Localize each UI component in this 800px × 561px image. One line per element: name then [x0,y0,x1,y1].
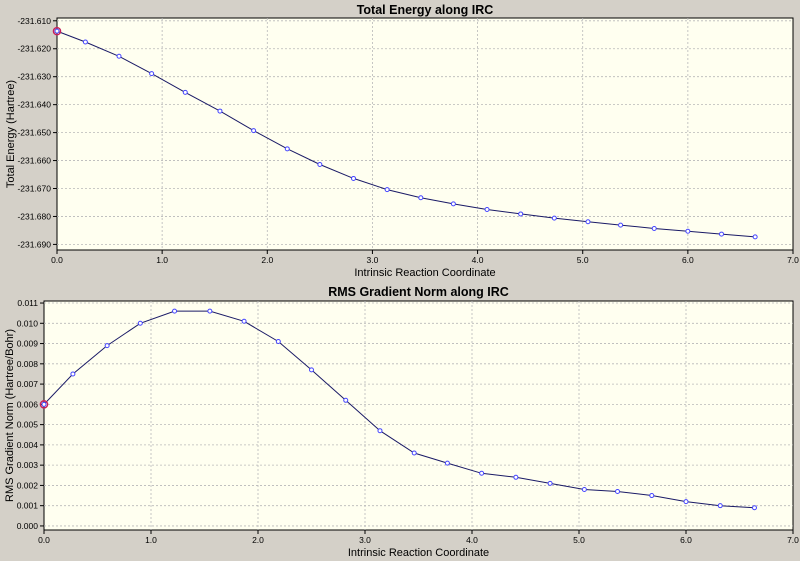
x-tick-label: 5.0 [573,535,585,545]
data-point[interactable] [551,215,557,221]
x-tick-label: 3.0 [367,255,379,265]
y-axis-label: RMS Gradient Norm (Hartree/Bohr) [4,329,16,502]
data-point[interactable] [54,28,60,34]
y-tick-label: 0.010 [17,318,39,328]
data-point[interactable] [217,108,223,114]
y-tick-label: 0.005 [17,420,39,430]
y-tick-label: -231.660 [17,156,51,166]
data-point[interactable] [317,161,323,167]
data-point[interactable] [450,201,456,207]
y-tick-label: 0.007 [17,379,39,389]
data-point[interactable] [182,89,188,95]
data-point[interactable] [547,480,553,486]
data-point[interactable] [752,234,758,240]
data-point[interactable] [717,503,723,509]
x-tick-label: 5.0 [577,255,589,265]
data-point[interactable] [683,499,689,505]
data-point[interactable] [479,470,485,476]
data-point[interactable] [751,505,757,511]
y-tick-label: 0.011 [17,298,38,308]
data-point[interactable] [411,450,417,456]
data-point[interactable] [309,367,314,373]
chart-title: RMS Gradient Norm along IRC [328,285,509,299]
x-tick-label: 3.0 [359,535,371,545]
data-point[interactable] [104,343,110,349]
y-axis-label: Total Energy (Hartree) [5,80,17,188]
y-tick-label: 0.002 [17,480,39,490]
y-tick-label: 0.009 [17,339,39,349]
data-point[interactable] [585,219,591,225]
data-point[interactable] [241,318,247,324]
y-tick-label: 0.000 [17,521,39,531]
plot-area [56,17,794,251]
energy-chart: Total Energy along IRC 0.0 1.0 2.0 3.0 4.0 5.0… [5,3,799,279]
series-line [43,310,755,509]
x-tick-label: 0.0 [51,255,63,265]
y-tick-label: -231.640 [17,100,51,110]
chart-title: Total Energy along IRC [357,3,494,17]
data-point[interactable] [518,211,524,217]
x-tick-label: 4.0 [472,255,484,265]
y-tick-label: -231.690 [17,239,51,249]
x-tick-label: 4.0 [466,535,478,545]
x-tick-label: 1.0 [145,535,157,545]
data-point[interactable] [207,308,213,314]
x-tick-label: 6.0 [682,255,694,265]
x-tick-label: 1.0 [156,255,168,265]
y-tick-label: -231.670 [17,184,51,194]
data-point[interactable] [275,339,281,345]
x-tick-label: 7.0 [787,535,799,545]
x-tick-label: 2.0 [252,535,264,545]
y-tick-label: -231.630 [17,72,51,82]
data-point[interactable] [137,320,143,326]
data-point[interactable] [513,474,519,480]
data-point[interactable] [618,222,624,228]
y-tick-label: 0.001 [17,501,39,511]
series-line [56,30,756,238]
plot-area [43,300,794,531]
data-point[interactable] [284,146,290,152]
data-point[interactable] [343,397,349,403]
data-point[interactable] [377,428,383,434]
y-tick-label: 0.006 [17,399,39,409]
data-point[interactable] [484,206,490,212]
current-point-marker[interactable] [52,26,62,36]
x-tick-label: 2.0 [261,255,273,265]
x-tick-label: 6.0 [680,535,692,545]
data-point[interactable] [444,460,450,466]
y-tick-label: -231.620 [17,44,51,54]
y-tick-label: -231.650 [17,128,51,138]
data-point[interactable] [149,71,155,77]
data-point[interactable] [418,195,424,201]
y-tick-label: -231.610 [17,16,51,26]
gradient-chart: RMS Gradient Norm along IRC 0.0 1.0 2.0 3.0 4… [4,285,799,559]
data-point[interactable] [251,128,257,134]
data-point[interactable] [116,53,122,59]
x-axis-label: Intrinsic Reaction Coordinate [354,267,495,279]
data-point[interactable] [719,231,725,237]
data-point[interactable] [172,308,178,314]
data-point[interactable] [651,225,657,231]
data-point[interactable] [384,187,390,193]
y-tick-label: 0.008 [17,359,39,369]
data-point[interactable] [615,488,621,494]
data-point[interactable] [82,39,88,45]
data-point[interactable] [685,228,691,234]
energy-chart-panel: Total Energy along IRC 0.0 1.0 2.0 3.0 4.0 5.0… [5,3,799,279]
data-point[interactable] [581,486,587,492]
y-tick-label: 0.004 [17,440,39,450]
y-tick-label: 0.003 [17,460,39,470]
x-axis-label: Intrinsic Reaction Coordinate [348,547,489,559]
data-point[interactable] [70,371,76,377]
data-point[interactable] [351,175,357,181]
data-point[interactable] [41,401,47,407]
x-tick-label: 7.0 [787,255,799,265]
x-tick-label: 0.0 [38,535,50,545]
y-tick-label: -231.680 [17,211,51,221]
gradient-chart-panel: RMS Gradient Norm along IRC 0.0 1.0 2.0 3.0 4… [0,281,800,561]
data-point[interactable] [649,493,655,499]
current-point-marker[interactable] [39,400,49,409]
